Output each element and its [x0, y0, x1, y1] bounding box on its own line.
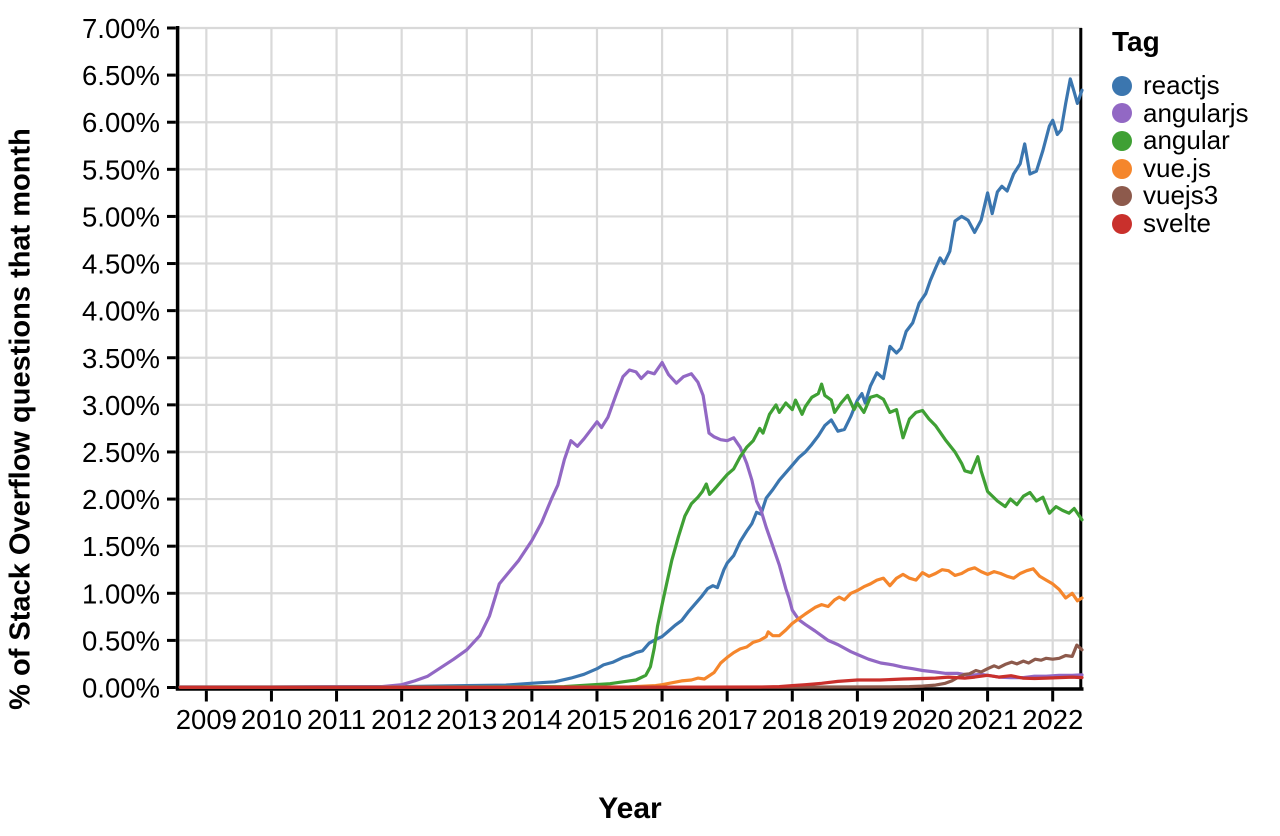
y-tick-label: 0.00% — [82, 673, 160, 704]
x-tick-label: 2010 — [241, 704, 302, 735]
y-axis-title: % of Stack Overflow questions that month — [4, 128, 37, 710]
y-tick-label: 1.50% — [82, 531, 160, 562]
x-tick-label: 2019 — [827, 704, 888, 735]
series-line-vuejs3 — [178, 643, 1084, 689]
legend-item-svelte: svelte — [1112, 207, 1249, 238]
legend-label: vuejs3 — [1143, 180, 1219, 211]
x-axis-title: Year — [598, 792, 662, 825]
x-tick-label: 2011 — [307, 704, 366, 735]
legend-label: vue.js — [1143, 152, 1211, 183]
x-tick-label: 2022 — [1022, 704, 1083, 735]
y-tick-label: 6.00% — [82, 107, 160, 138]
y-tick-label: 5.00% — [82, 201, 160, 232]
x-tick-label: 2021 — [957, 704, 1018, 735]
y-tick-label: 0.50% — [82, 625, 160, 656]
legend-item-vue.js: vue.js — [1112, 152, 1249, 183]
legend-dot-icon — [1112, 213, 1132, 234]
y-tick-label: 6.50% — [82, 60, 160, 91]
y-tick-label: 2.50% — [82, 437, 160, 468]
legend-item-angular: angular — [1112, 127, 1249, 155]
y-tick-label: 3.50% — [82, 343, 160, 374]
legend-items: reactjs angularjs angular vue.js vuejs3 svelt… — [1112, 70, 1249, 238]
legend: Tag reactjs angularjs angular vue.js vuejs3 s… — [1112, 26, 1249, 238]
x-tick-label: 2015 — [566, 704, 627, 735]
series-line-vue.js — [178, 566, 1084, 689]
y-tick-label: 7.00% — [82, 13, 160, 44]
y-tick-label: 2.00% — [82, 484, 160, 515]
y-tick-label: 4.50% — [82, 249, 160, 280]
x-tick-label: 2009 — [176, 704, 237, 735]
legend-item-angularjs: angularjs — [1112, 97, 1249, 128]
x-tick-label: 2014 — [501, 704, 562, 735]
legend-title: Tag — [1112, 26, 1160, 57]
legend-dot-icon — [1112, 158, 1132, 179]
legend-dot-icon — [1112, 75, 1132, 96]
y-tick-label: 1.00% — [82, 578, 160, 609]
legend-label: reactjs — [1143, 70, 1220, 100]
legend-label: angular — [1143, 125, 1230, 156]
x-tick-label: 2013 — [436, 704, 497, 735]
legend-item-vuejs3: vuejs3 — [1112, 182, 1249, 210]
legend-label: angularjs — [1143, 97, 1249, 128]
series-line-angular — [178, 382, 1084, 689]
legend-item-reactjs: reactjs — [1112, 70, 1249, 100]
x-tick-label: 2020 — [892, 704, 953, 735]
x-tick-label: 2018 — [762, 704, 823, 735]
series-line-angularjs — [178, 360, 1084, 689]
series-line-reactjs — [178, 77, 1084, 689]
legend-dot-icon — [1112, 103, 1132, 124]
legend-dot-icon — [1112, 186, 1132, 207]
y-tick-label: 5.50% — [82, 154, 160, 185]
series-line-svelte — [178, 673, 1084, 689]
x-tick-label: 2016 — [631, 704, 692, 735]
y-tick-label: 4.00% — [82, 296, 160, 327]
y-tick-label: 3.00% — [82, 390, 160, 421]
x-tick-label: 2017 — [697, 704, 758, 735]
x-tick-label: 2012 — [371, 704, 432, 735]
legend-label: svelte — [1143, 207, 1211, 238]
legend-dot-icon — [1112, 130, 1132, 151]
